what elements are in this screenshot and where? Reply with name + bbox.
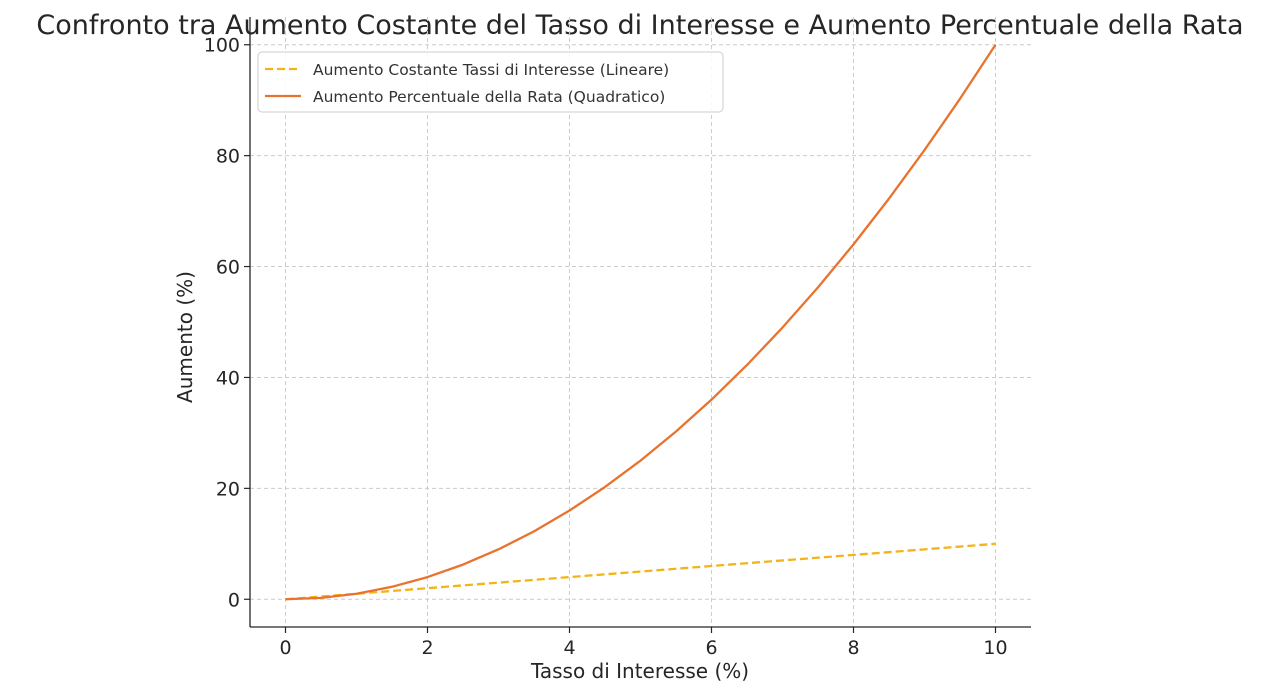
- series-line-1: [285, 542, 996, 601]
- legend-label-1: Aumento Costante Tassi di Interesse (Lin…: [313, 61, 669, 79]
- y-tick-label: 40: [216, 367, 240, 389]
- y-axis-label: Aumento (%): [173, 271, 197, 403]
- y-tick-label: 80: [216, 146, 240, 168]
- series: [285, 44, 997, 601]
- x-tick-label: 4: [563, 637, 575, 659]
- x-tick-label: 6: [705, 637, 717, 659]
- x-tick-label: 8: [847, 637, 859, 659]
- chart-title: Confronto tra Aumento Costante del Tasso…: [36, 10, 1243, 41]
- x-tick-label: 10: [983, 637, 1007, 659]
- axes: [249, 17, 1031, 628]
- x-axis-label: Tasso di Interesse (%): [530, 659, 749, 683]
- series-line-2: [285, 44, 997, 601]
- legend-label-2: Aumento Percentuale della Rata (Quadrati…: [313, 88, 665, 106]
- y-tick-label: 0: [228, 589, 240, 611]
- y-tick-label: 20: [216, 478, 240, 500]
- x-tick-label: 2: [421, 637, 433, 659]
- legend: Aumento Costante Tassi di Interesse (Lin…: [257, 51, 724, 113]
- y-tick-label: 100: [204, 35, 240, 57]
- y-tick-label: 60: [216, 257, 240, 279]
- legend-box: [257, 51, 724, 113]
- x-tick-label: 0: [279, 637, 291, 659]
- grid: [250, 17, 1031, 627]
